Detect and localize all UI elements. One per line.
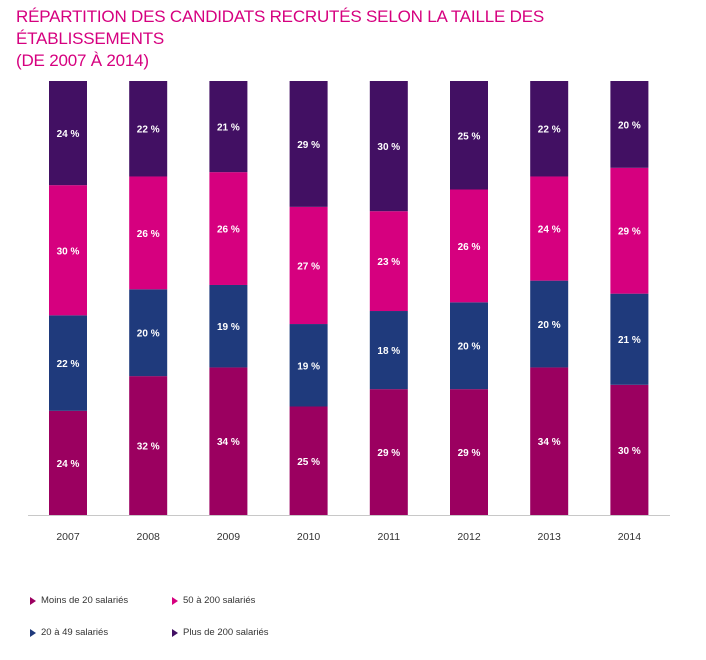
bar-segment-plus200-2013	[530, 81, 569, 177]
data-label-c50_200-2014: 29 %	[618, 227, 641, 238]
bar-segment-moins20-2011	[369, 389, 408, 515]
bar-segment-plus200-2012	[450, 81, 488, 190]
bar-segment-c50_200-2009	[209, 172, 248, 285]
data-label-c20_49-2010: 19 %	[297, 361, 320, 372]
bar-segment-c50_200-2007	[49, 185, 87, 316]
bar-segment-c20_49-2011	[369, 311, 408, 390]
bar-segment-c50_200-2012	[450, 189, 488, 303]
bar-segment-moins20-2009	[209, 367, 248, 515]
data-label-moins20-2007: 24 %	[57, 459, 80, 470]
legend-label: 50 à 200 salariés	[183, 595, 256, 606]
data-label-c20_49-2014: 21 %	[618, 335, 641, 346]
bar-segment-c20_49-2008	[129, 289, 168, 377]
legend-marker-icon	[30, 628, 36, 637]
x-tick-label-2010: 2010	[297, 531, 321, 543]
data-label-moins20-2011: 29 %	[377, 448, 400, 459]
legend-marker-icon	[172, 628, 178, 637]
legend-item-c20_49: 20 à 49 salariés	[30, 627, 108, 638]
stacked-bar-chart: 24 % 22 % 30 % 24 % 2007 32 % 20 % 26 % 22 % 2008…	[28, 81, 670, 543]
bar-segment-c20_49-2014	[610, 293, 649, 385]
bar-segment-c50_200-2014	[610, 167, 649, 294]
chart-title-line2: (DE 2007 À 2014)	[16, 51, 149, 70]
data-label-plus200-2010: 29 %	[297, 140, 320, 151]
legend-item-plus200: Plus de 200 salariés	[172, 627, 269, 638]
data-label-moins20-2010: 25 %	[297, 457, 320, 468]
legend-item-moins20: Moins de 20 salariés	[30, 595, 128, 606]
bar-segment-c50_200-2010	[289, 206, 328, 325]
data-label-moins20-2008: 32 %	[137, 442, 160, 453]
bar-segment-plus200-2009	[209, 81, 248, 173]
legend-marker-icon	[30, 596, 36, 605]
legend-label: 20 à 49 salariés	[41, 627, 109, 638]
x-tick-label-2014: 2014	[618, 531, 642, 543]
bar-segment-c50_200-2013	[530, 176, 569, 281]
bar-segment-plus200-2008	[129, 81, 168, 177]
x-tick-label-2008: 2008	[137, 531, 161, 543]
bar-segment-moins20-2007	[49, 410, 87, 515]
data-label-c20_49-2013: 20 %	[538, 320, 561, 331]
legend-marker-icon	[172, 596, 178, 605]
bar-segment-plus200-2014	[610, 81, 649, 168]
data-label-c50_200-2009: 26 %	[217, 225, 240, 236]
x-tick-label-2013: 2013	[538, 531, 562, 543]
data-label-plus200-2009: 21 %	[217, 123, 240, 134]
x-tick-label-2009: 2009	[217, 531, 241, 543]
data-label-c50_200-2010: 27 %	[297, 261, 320, 272]
data-label-moins20-2012: 29 %	[458, 448, 481, 459]
legend-item-c50_200: 50 à 200 salariés	[172, 595, 255, 606]
data-label-c50_200-2011: 23 %	[377, 257, 400, 268]
bar-segment-c20_49-2010	[289, 324, 328, 407]
data-label-c20_49-2012: 20 %	[458, 342, 481, 353]
bar-segment-c20_49-2012	[450, 302, 488, 390]
bar-segment-moins20-2008	[129, 376, 168, 515]
bar-segment-moins20-2010	[289, 406, 328, 515]
bar-segment-moins20-2013	[530, 367, 569, 515]
bar-segment-plus200-2010	[289, 81, 328, 207]
x-tick-label-2007: 2007	[56, 531, 80, 543]
x-tick-label-2011: 2011	[378, 531, 401, 543]
data-label-c50_200-2008: 26 %	[137, 229, 160, 240]
bar-segment-c20_49-2013	[530, 280, 569, 368]
data-label-plus200-2014: 20 %	[618, 120, 641, 131]
bar-segment-c50_200-2011	[369, 211, 408, 312]
data-label-moins20-2013: 34 %	[538, 437, 561, 448]
bar-segment-moins20-2012	[450, 389, 488, 515]
legend-label: Moins de 20 salariés	[41, 595, 129, 606]
bar-segment-plus200-2007	[49, 81, 87, 186]
data-label-plus200-2007: 24 %	[57, 129, 80, 140]
data-label-plus200-2013: 22 %	[538, 125, 561, 136]
bar-segment-c50_200-2008	[129, 176, 168, 290]
data-label-c20_49-2011: 18 %	[377, 346, 400, 357]
data-label-c50_200-2013: 24 %	[538, 225, 561, 236]
chart-title-line1: RÉPARTITION DES CANDIDATS RECRUTÉS SELON…	[16, 7, 544, 48]
data-label-plus200-2012: 25 %	[458, 131, 481, 142]
data-label-c50_200-2007: 30 %	[57, 246, 80, 257]
data-label-plus200-2008: 22 %	[137, 125, 160, 136]
data-label-moins20-2014: 30 %	[618, 446, 641, 457]
data-label-moins20-2009: 34 %	[217, 437, 240, 448]
bar-segment-c20_49-2007	[49, 315, 87, 411]
legend-label: Plus de 200 salariés	[183, 627, 269, 638]
data-label-c20_49-2009: 19 %	[217, 322, 240, 333]
chart-title: RÉPARTITION DES CANDIDATS RECRUTÉS SELON…	[16, 6, 696, 72]
x-tick-label-2012: 2012	[457, 531, 481, 543]
bar-segment-plus200-2011	[369, 81, 408, 212]
data-label-plus200-2011: 30 %	[377, 142, 400, 153]
data-label-c20_49-2007: 22 %	[57, 359, 80, 370]
bar-segment-c20_49-2009	[209, 284, 248, 368]
data-label-c50_200-2012: 26 %	[458, 242, 481, 253]
data-label-c20_49-2008: 20 %	[137, 329, 160, 340]
bar-segment-moins20-2014	[610, 384, 649, 515]
